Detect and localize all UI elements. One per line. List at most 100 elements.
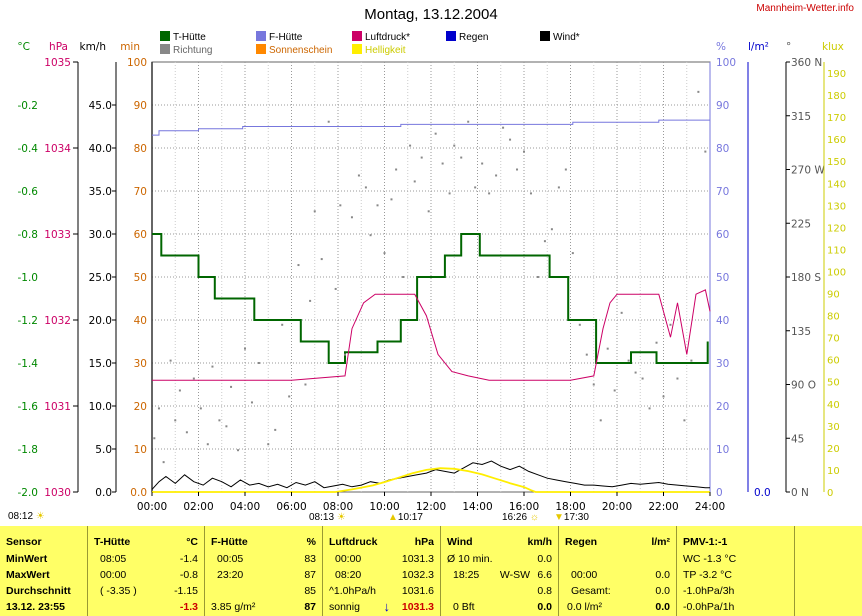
cell-value: 0.0: [655, 585, 670, 597]
direction-point: [683, 419, 686, 422]
lux-tick-label: 30: [827, 422, 840, 433]
temp-axis-unit: °C: [17, 41, 30, 53]
legend-item-t-huette[interactable]: T-Hütte: [160, 31, 206, 43]
cell-beaufort: 0 Bft: [453, 601, 475, 613]
temp-tick-label: -2.0: [18, 487, 39, 499]
legend-item-f-huette[interactable]: F-Hütte: [256, 31, 302, 43]
series-line-fhtte: [152, 119, 710, 136]
cell-trend-3h: -1.0hPa/3h: [683, 585, 735, 597]
humidity-tick-label: 50: [716, 272, 729, 284]
sun-tick-label: 10: [134, 444, 147, 456]
chart-series: [151, 90, 711, 493]
direction-point: [495, 174, 498, 177]
lux-tick-label: 10: [827, 466, 840, 477]
legend-item-helligkeit[interactable]: Helligkeit: [352, 44, 406, 56]
direction-point: [157, 407, 160, 410]
direction-point: [288, 395, 291, 398]
legend-item-luftdruck[interactable]: Luftdruck*: [352, 31, 410, 43]
data-table: Sensor MinWert MaxWert Durchschnitt 13.1…: [0, 526, 862, 616]
row-label: MaxWert: [6, 569, 50, 581]
legend-swatch: [160, 31, 170, 41]
direction-point: [536, 276, 539, 278]
pressure-tick-label: 1033: [44, 229, 71, 241]
x-tick-label: 22:00: [648, 501, 678, 513]
direction-point: [225, 425, 228, 428]
x-tick-label: 00:00: [137, 501, 167, 513]
lux-tick-label: 180: [827, 91, 846, 102]
direction-point: [599, 419, 602, 422]
x-tick-label: 24:00: [695, 501, 725, 513]
table-col-f-huette: F-Hütte % 00:05 83 23:20 87 85 3.85 g/m²…: [205, 526, 323, 616]
table-unit: hPa: [414, 536, 434, 548]
sun-tick-label: 70: [134, 186, 147, 198]
legend-item-richtung[interactable]: Richtung: [160, 44, 212, 56]
direction-point: [690, 359, 693, 362]
direction-point: [613, 389, 616, 392]
direction-point: [169, 359, 172, 362]
legend-label: Wind*: [553, 32, 580, 43]
legend-swatch: [352, 31, 362, 41]
direction-point: [448, 192, 451, 195]
legend-item-sonnenschein[interactable]: Sonnenschein: [256, 44, 332, 56]
legend-label: Helligkeit: [365, 45, 406, 56]
wind-tick-label: 35.0: [89, 186, 112, 198]
cell-forecast: sonnig: [329, 601, 360, 613]
direction-point: [383, 252, 386, 255]
cell-current: -1.3: [179, 601, 198, 613]
cell-time: ( -3.35 ): [100, 585, 137, 597]
lux-tick-label: 0: [827, 488, 833, 499]
table-header: Regen: [565, 536, 598, 548]
direction-point: [704, 150, 707, 153]
legend-swatch: [256, 31, 266, 41]
humidity-tick-label: 100: [716, 57, 736, 69]
direction-point: [550, 228, 553, 231]
direction-point: [185, 431, 188, 434]
direction-tick-label: 180 S: [791, 272, 821, 284]
series-line-luftdruck: [152, 289, 711, 381]
site-link[interactable]: Mannheim-Wetter.info: [756, 3, 854, 14]
direction-tick-label: 135: [791, 326, 811, 338]
legend-item-regen[interactable]: Regen: [446, 31, 488, 43]
table-unit: l/m²: [651, 536, 670, 548]
humidity-tick-label: 40: [716, 315, 729, 327]
chart-title: Montag, 13.12.2004: [364, 6, 498, 23]
direction-point: [327, 120, 330, 123]
sun-tick-label: 60: [134, 229, 147, 241]
temp-tick-label: -1.0: [18, 272, 39, 284]
legend: T-Hütte F-Hütte Luftdruck* Regen Wind* R…: [160, 31, 600, 61]
cell-total: 0.0 l/m²: [567, 601, 603, 613]
direction-point: [357, 174, 360, 177]
cell-absolute-humidity: 3.85 g/m²: [211, 601, 256, 613]
direction-point: [250, 401, 253, 404]
direction-point: [529, 192, 532, 195]
direction-point: [402, 276, 405, 278]
temp-tick-label: -1.8: [18, 444, 39, 456]
cell-value: 0.0: [537, 553, 552, 565]
sun-tick-label: 50: [134, 272, 147, 284]
legend-item-wind[interactable]: Wind*: [540, 31, 580, 43]
table-col-wind: Wind km/h Ø 10 min. 0.0 18:25 W-SW 6.6 0…: [441, 526, 559, 616]
pressure-tick-label: 1034: [44, 143, 71, 155]
x-axis-labels: 00:00 02:00 04:00 06:00 08:00 10:00 12:00 14:00…: [137, 492, 725, 513]
lux-tick-label: 160: [827, 135, 846, 146]
sun-tick-label: 20: [134, 401, 147, 413]
cell-windchill: WC -1.3 °C: [683, 553, 737, 565]
direction-tick-label: 90 O: [791, 380, 816, 392]
temp-tick-label: -0.2: [18, 100, 39, 112]
cell-value: 6.6: [537, 569, 552, 581]
direction-point: [543, 240, 546, 243]
direction-point: [648, 407, 651, 410]
cell-label: Gesamt:: [571, 585, 611, 597]
lux-tick-label: 50: [827, 378, 840, 389]
direction-point: [309, 299, 312, 302]
table-unit: km/h: [527, 536, 552, 548]
direction-point: [257, 362, 260, 364]
series-line-helligkeit: [152, 467, 710, 493]
direction-point: [174, 419, 177, 422]
wind-tick-label: 25.0: [89, 272, 112, 284]
direction-axis-unit: °: [786, 41, 791, 53]
wind-axis-unit: km/h: [79, 41, 106, 53]
cell-value: -0.8: [179, 569, 198, 581]
direction-point: [339, 204, 342, 207]
event-sun-start: ▲10:17: [388, 512, 423, 523]
